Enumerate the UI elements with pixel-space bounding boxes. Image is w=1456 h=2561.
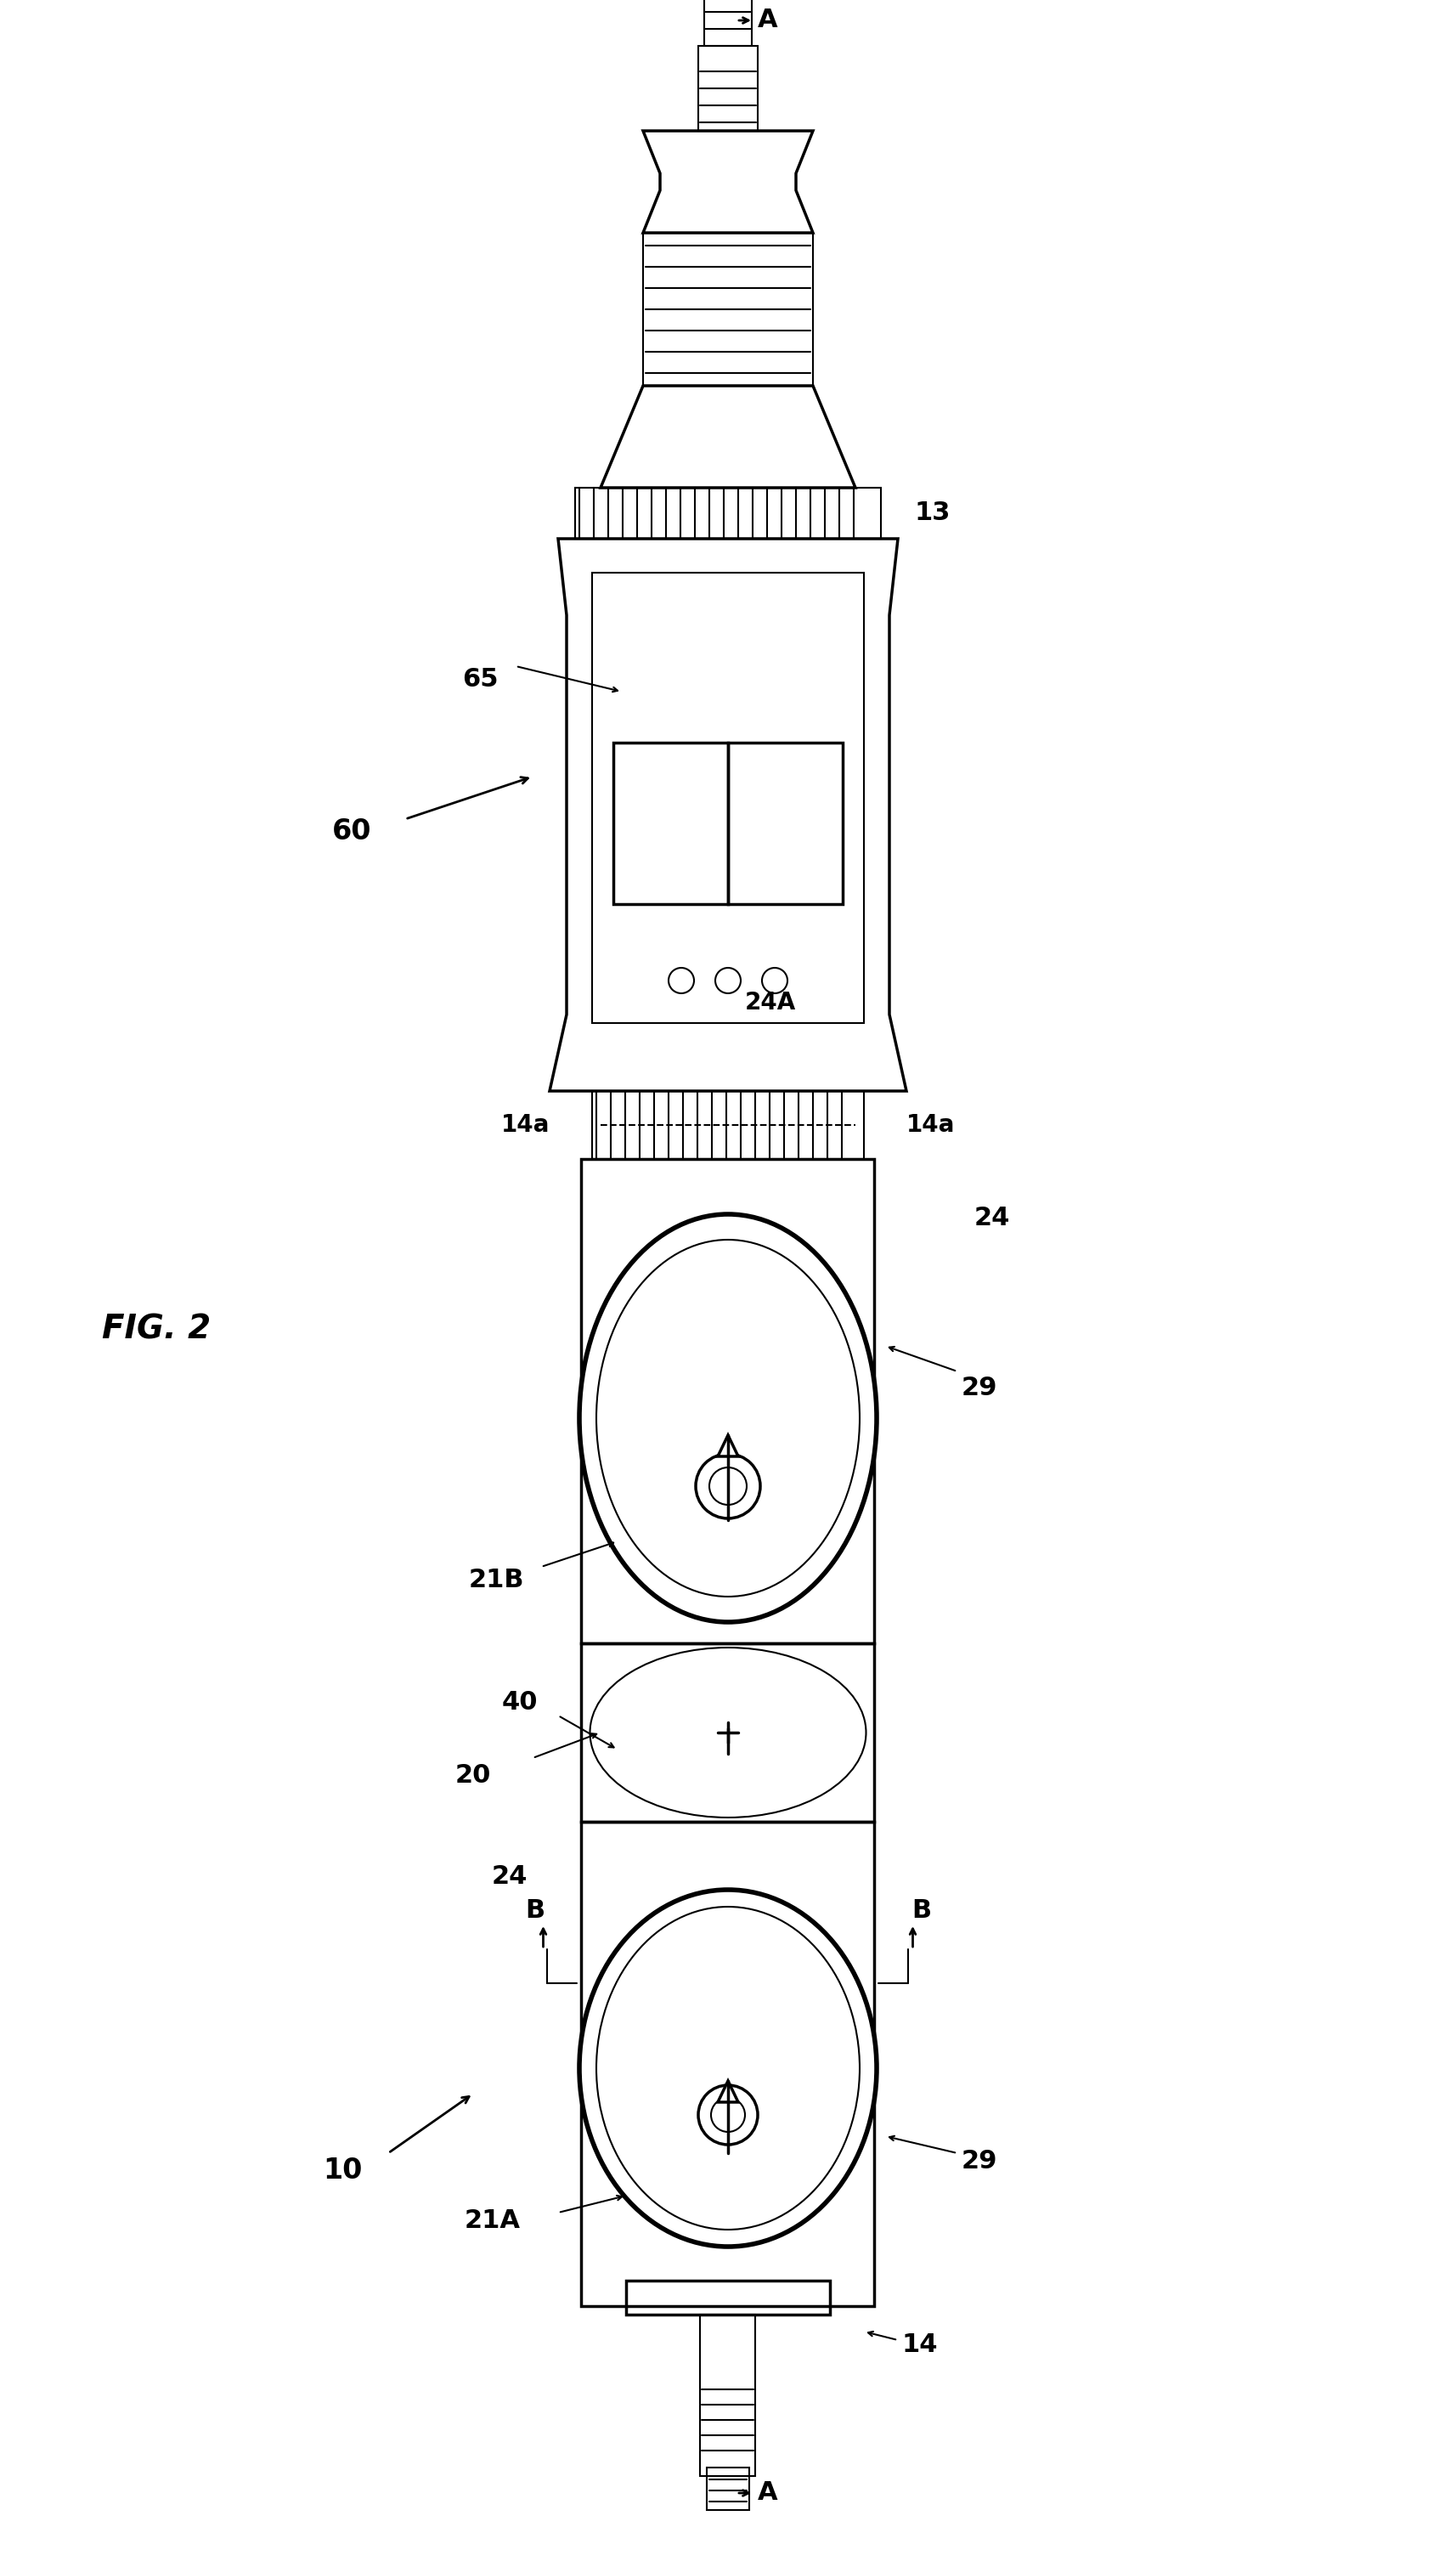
Text: A: A [757,8,778,33]
Bar [581,1821,874,2305]
Text: 29: 29 [961,1375,997,1401]
Text: 24: 24 [974,1206,1010,1232]
Circle shape [709,1467,747,1506]
Bar [613,743,728,904]
Text: 24: 24 [491,1864,527,1890]
Polygon shape [600,387,855,487]
Polygon shape [721,1729,734,1741]
Circle shape [711,2097,744,2131]
Ellipse shape [596,1240,859,1596]
Circle shape [603,1708,654,1757]
Text: 60: 60 [332,817,371,845]
Bar [728,743,842,904]
Text: 65: 65 [462,666,498,691]
Ellipse shape [579,1890,877,2246]
Text: 13: 13 [914,502,951,525]
Circle shape [693,1698,761,1767]
Circle shape [668,968,693,994]
Bar [706,2469,748,2510]
Polygon shape [718,1434,738,1457]
Text: A: A [757,2482,778,2505]
Text: 21A: 21A [464,2208,520,2233]
Circle shape [697,2085,757,2144]
Circle shape [696,1455,760,1519]
Polygon shape [549,538,906,1091]
Bar [697,46,757,131]
Bar [581,1644,874,1821]
Circle shape [715,968,740,994]
Text: FIG. 2: FIG. 2 [102,1314,211,1345]
Circle shape [802,1708,853,1757]
Ellipse shape [596,1908,859,2231]
Ellipse shape [590,1647,865,1818]
Bar [642,233,812,387]
Bar [581,1160,874,1644]
Bar [575,487,881,538]
Polygon shape [718,2082,738,2103]
Bar [591,574,863,1022]
Ellipse shape [579,1214,877,1621]
Text: 40: 40 [501,1690,537,1716]
Text: 24A: 24A [744,991,796,1014]
Text: 20: 20 [454,1762,491,1788]
Circle shape [761,968,788,994]
Bar [591,1091,863,1160]
Text: B: B [524,1898,545,1923]
Bar [626,2282,830,2315]
Text: 14: 14 [901,2333,938,2356]
Text: 21B: 21B [469,1567,524,1593]
Circle shape [811,1716,844,1749]
Polygon shape [642,131,812,233]
Bar [700,2315,756,2476]
Bar [703,0,751,46]
Text: 10: 10 [323,2156,363,2185]
Text: B: B [911,1898,930,1923]
Text: 14a: 14a [501,1114,549,1137]
Text: 29: 29 [961,2149,997,2174]
Text: 14a: 14a [906,1114,955,1137]
Circle shape [612,1716,645,1749]
